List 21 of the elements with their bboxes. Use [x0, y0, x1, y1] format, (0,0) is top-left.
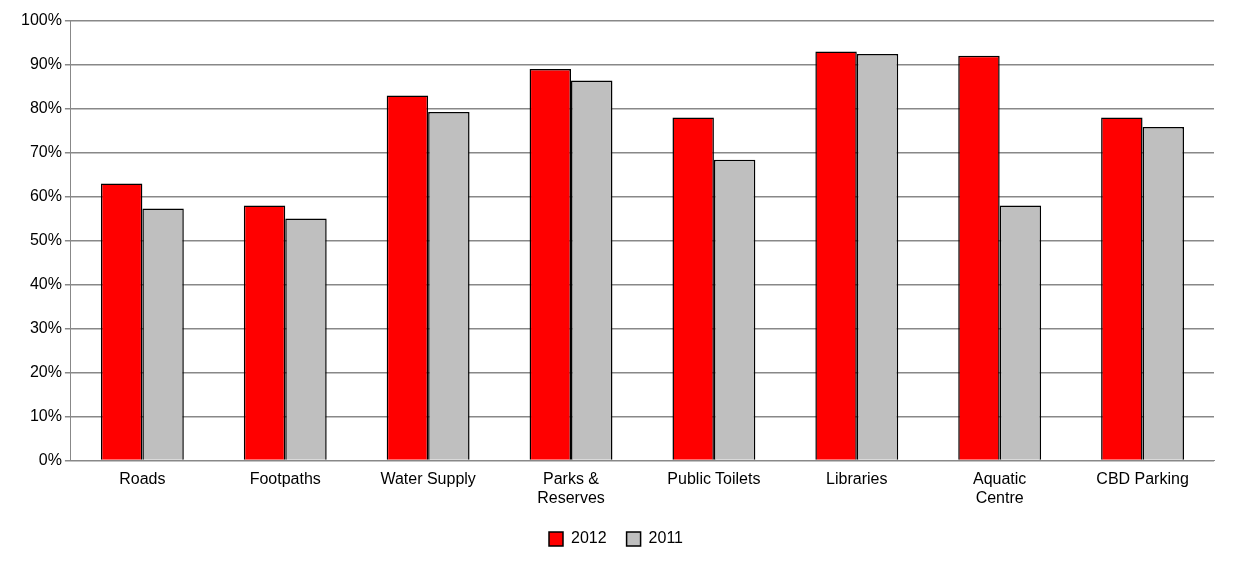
y-tick-label: 10% — [29, 407, 62, 425]
y-tick-label: 50% — [29, 231, 62, 249]
legend-label: 2011 — [648, 529, 684, 547]
y-tick-label: 70% — [29, 143, 62, 161]
x-tick-label: CBD Parking — [1096, 469, 1189, 487]
x-tick-label: Libraries — [826, 469, 888, 487]
x-tick-label: Aquatic Centre — [972, 469, 1027, 506]
y-tick-label: 40% — [29, 275, 62, 293]
y-tick-label: 0% — [38, 451, 62, 469]
x-tick-label: Roads — [119, 469, 166, 487]
y-tick-label: 100% — [21, 11, 62, 29]
legend-label: 2012 — [571, 529, 607, 547]
y-tick-label: 90% — [29, 55, 62, 73]
y-tick-label: 80% — [29, 99, 62, 117]
x-tick-label: Footpaths — [249, 469, 321, 487]
x-tick-label: Parks & Reserves — [537, 469, 605, 506]
y-tick-label: 20% — [29, 363, 62, 381]
y-tick-label: 30% — [29, 319, 62, 337]
x-tick-label: Public Toilets — [667, 469, 761, 487]
x-tick-label: Water Supply — [380, 469, 476, 487]
y-tick-label: 60% — [29, 187, 62, 205]
